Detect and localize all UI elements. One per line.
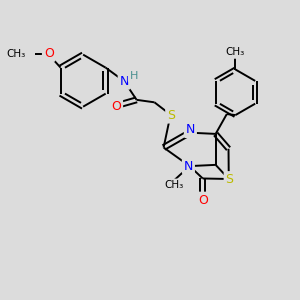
Text: N: N — [186, 123, 195, 136]
Text: O: O — [44, 47, 54, 60]
Text: N: N — [119, 75, 129, 88]
Text: CH₃: CH₃ — [7, 49, 26, 59]
Text: CH₃: CH₃ — [164, 180, 183, 190]
Text: O: O — [198, 194, 208, 206]
Text: O: O — [111, 100, 121, 113]
Text: H: H — [129, 71, 138, 81]
Text: N: N — [184, 160, 193, 172]
Text: CH₃: CH₃ — [226, 47, 245, 57]
Text: S: S — [167, 109, 175, 122]
Text: S: S — [226, 173, 233, 186]
